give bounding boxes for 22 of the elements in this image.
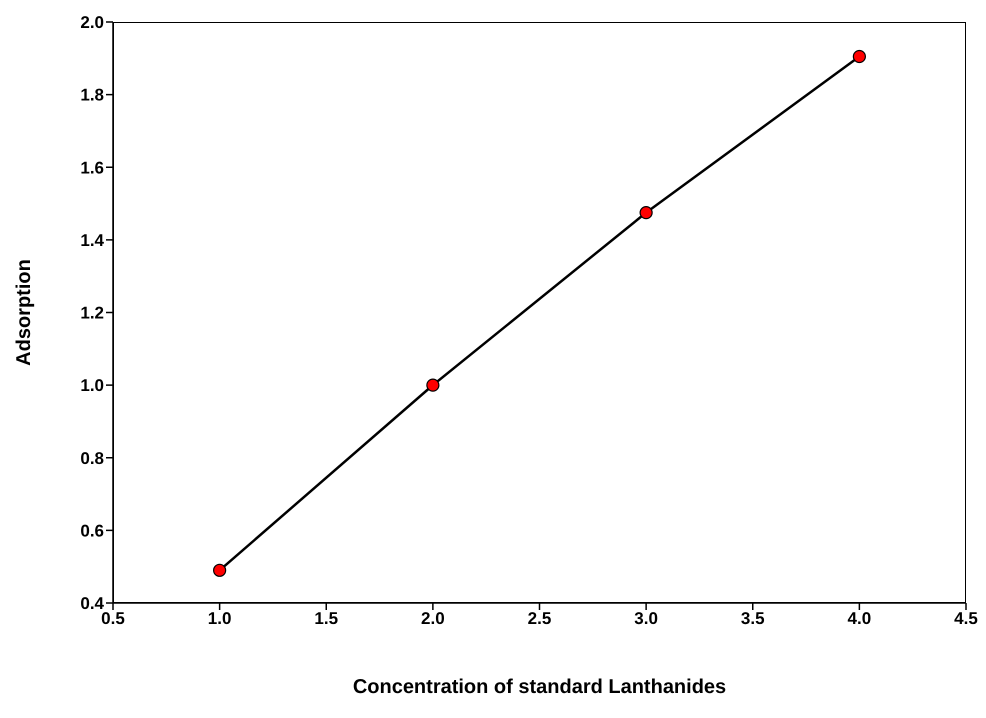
y-tick-label: 0.6 <box>80 521 104 540</box>
x-tick-label: 3.0 <box>634 609 658 628</box>
point <box>640 206 653 220</box>
x-tick-label: 2.5 <box>528 609 552 628</box>
y-tick-label: 0.8 <box>80 448 104 468</box>
point <box>426 378 440 392</box>
point <box>213 564 226 577</box>
y-tick-label: 2.0 <box>80 13 104 32</box>
x-tick-label: 1.0 <box>208 609 232 628</box>
y-tick-label: 1.4 <box>80 230 105 250</box>
x-tick-label: 1.5 <box>314 609 338 628</box>
x-axis-title: Concentration of standard Lanthanides <box>352 676 726 698</box>
y-tick-label: 1.6 <box>80 158 104 178</box>
y-tick-label: 1.2 <box>80 304 104 323</box>
x-tick-label: 2.0 <box>421 609 445 628</box>
y-tick-label: 1.0 <box>80 376 104 396</box>
x-tick-label: 4.0 <box>848 609 872 628</box>
x-tick-label: 4.5 <box>954 609 978 628</box>
y-tick-label: 1.8 <box>80 86 104 105</box>
x-tick-label: 3.5 <box>740 609 765 628</box>
y-axis-title: Adsorption <box>13 259 36 366</box>
point <box>852 50 866 64</box>
